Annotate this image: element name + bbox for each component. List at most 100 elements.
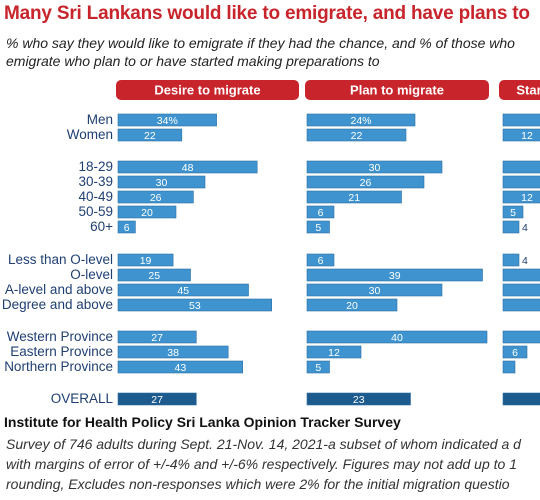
data-label: 6 <box>318 255 324 267</box>
row-label: 18-29 <box>78 159 113 174</box>
data-label: 20 <box>346 300 358 312</box>
row-label: 40-49 <box>78 189 113 204</box>
data-label: 6 <box>512 347 518 359</box>
data-label: 12 <box>521 192 533 204</box>
chart-subtitle: % who say they would like to emigrate if… <box>6 35 515 69</box>
bar <box>117 205 177 219</box>
data-label: 34% <box>157 115 178 127</box>
data-label: 20 <box>141 207 153 219</box>
bar <box>117 268 191 282</box>
data-label: 27 <box>151 332 163 344</box>
row-label: A-level and above <box>5 282 113 297</box>
bar <box>117 298 272 312</box>
source-title: Institute for Health Policy Sri Lanka Op… <box>4 414 401 430</box>
column-header: Star <box>516 83 540 98</box>
column-header-pill <box>305 80 489 100</box>
bar <box>306 330 488 344</box>
bar <box>306 190 402 204</box>
bar <box>306 360 330 374</box>
bar <box>117 330 197 344</box>
column-header: Plan to migrate <box>350 83 444 98</box>
data-label: 39 <box>389 270 401 282</box>
bar <box>502 160 540 174</box>
bar <box>306 175 425 189</box>
bar <box>502 268 540 282</box>
bar <box>502 205 524 219</box>
data-label: 12 <box>328 347 340 359</box>
chart-title: Many Sri Lankans would like to emigrate,… <box>4 3 530 24</box>
bar <box>306 268 483 282</box>
data-label: 22 <box>351 130 363 142</box>
data-label: 4 <box>522 255 528 267</box>
row-label: 30-39 <box>78 174 113 189</box>
bar <box>502 298 540 312</box>
data-label: 30 <box>369 162 381 174</box>
bar <box>117 360 243 374</box>
bar <box>306 113 416 127</box>
data-label: 25 <box>148 270 160 282</box>
row-label: Men <box>87 112 113 127</box>
bar <box>502 283 540 297</box>
bar <box>117 220 136 234</box>
bar <box>502 253 520 267</box>
bar <box>502 190 540 204</box>
data-label: 48 <box>182 162 194 174</box>
row-label: Eastern Province <box>10 344 113 359</box>
bar <box>502 175 540 189</box>
bar <box>502 330 540 344</box>
data-label: 43 <box>175 362 187 374</box>
row-label: Northern Province <box>4 359 113 374</box>
column-header: Desire to migrate <box>154 83 260 98</box>
row-label: OVERALL <box>51 391 114 406</box>
data-label: 38 <box>167 347 179 359</box>
column-header-pill <box>116 80 299 100</box>
bar <box>502 360 516 374</box>
bar <box>306 205 335 219</box>
data-label: 27 <box>151 394 163 406</box>
bar <box>306 298 398 312</box>
bar <box>502 345 528 359</box>
bar <box>502 392 540 406</box>
bar <box>502 220 520 234</box>
data-label: 22 <box>144 130 156 142</box>
bar <box>117 283 249 297</box>
bar <box>306 283 443 297</box>
data-label: 53 <box>189 300 201 312</box>
data-label: 21 <box>348 192 360 204</box>
bar <box>306 220 330 234</box>
data-label: 6 <box>318 207 324 219</box>
bar <box>117 190 194 204</box>
bar <box>306 160 443 174</box>
data-label: 26 <box>360 177 372 189</box>
row-label: Degree and above <box>2 297 113 312</box>
row-label: 50-59 <box>78 204 113 219</box>
bar <box>117 392 197 406</box>
row-label: Less than O-level <box>8 252 113 267</box>
data-label: 5 <box>510 207 516 219</box>
data-label: 12 <box>521 130 533 142</box>
data-label: 6 <box>124 222 130 234</box>
data-label: 19 <box>140 255 152 267</box>
column-header-pill <box>499 80 540 100</box>
data-label: 5 <box>315 222 321 234</box>
bar <box>306 128 407 142</box>
bar <box>117 160 258 174</box>
data-label: 26 <box>150 192 162 204</box>
row-label: O-level <box>70 267 113 282</box>
bar <box>117 128 183 142</box>
data-label: 30 <box>156 177 168 189</box>
data-label: 4 <box>522 222 528 234</box>
source-note: Survey of 746 adults during Sept. 21-Nov… <box>6 436 521 492</box>
row-label: Women <box>67 127 113 142</box>
bar <box>502 113 540 127</box>
bar <box>502 128 540 142</box>
data-label: 5 <box>315 362 321 374</box>
bar <box>117 253 174 267</box>
bar <box>117 113 217 127</box>
bar <box>117 175 206 189</box>
bar <box>117 345 229 359</box>
data-label: 30 <box>369 285 381 297</box>
bar <box>306 253 335 267</box>
bar <box>306 345 362 359</box>
